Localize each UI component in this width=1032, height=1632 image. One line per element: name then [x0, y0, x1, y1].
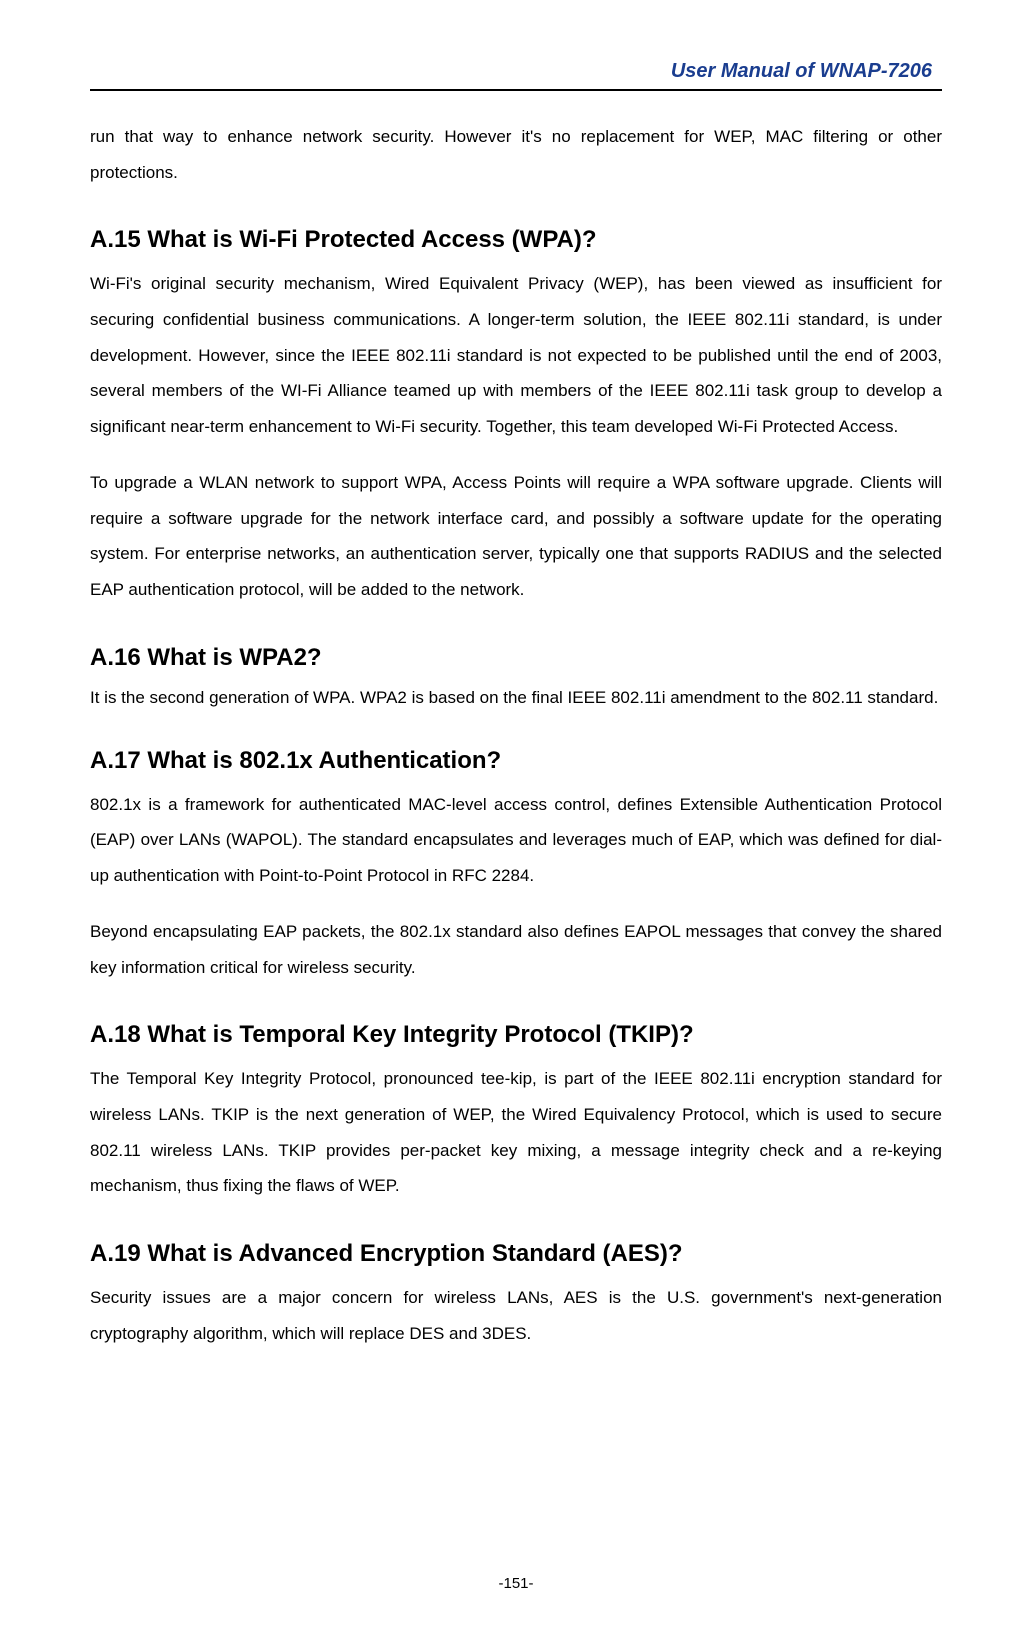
section-a15-heading: A.15 What is Wi-Fi Protected Access (WPA… [90, 226, 942, 254]
section-a18-paragraph-1: The Temporal Key Integrity Protocol, pro… [90, 1061, 942, 1204]
section-a19-heading: A.19 What is Advanced Encryption Standar… [90, 1240, 942, 1268]
page-footer-number: -151- [0, 1575, 1032, 1592]
section-a18-heading: A.18 What is Temporal Key Integrity Prot… [90, 1021, 942, 1049]
section-a17-paragraph-1: 802.1x is a framework for authenticated … [90, 787, 942, 894]
section-a17-paragraph-2: Beyond encapsulating EAP packets, the 80… [90, 914, 942, 985]
intro-paragraph: run that way to enhance network security… [90, 119, 942, 190]
section-a15-paragraph-1: Wi-Fi's original security mechanism, Wir… [90, 266, 942, 444]
section-a19-paragraph-1: Security issues are a major concern for … [90, 1280, 942, 1351]
section-a16-paragraph-1: It is the second generation of WPA. WPA2… [90, 684, 942, 711]
section-a16-heading: A.16 What is WPA2? [90, 644, 942, 672]
section-a17-heading: A.17 What is 802.1x Authentication? [90, 747, 942, 775]
section-a15-paragraph-2: To upgrade a WLAN network to support WPA… [90, 465, 942, 608]
page-header-title: User Manual of WNAP-7206 [90, 60, 942, 91]
